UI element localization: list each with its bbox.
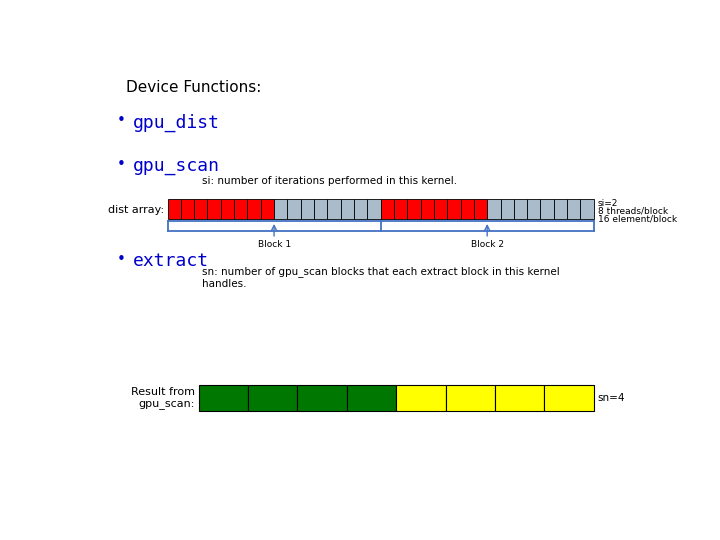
Bar [261,199,274,219]
Bar [446,385,495,411]
Bar [181,199,194,219]
Bar [567,199,580,219]
Text: extract: extract [132,252,209,270]
Text: si=2: si=2 [598,199,618,208]
Text: •: • [117,157,126,172]
Bar [434,199,447,219]
Bar [381,199,394,219]
Bar [221,199,234,219]
Text: 8 threads/block: 8 threads/block [598,206,667,215]
Bar [274,199,287,219]
Text: Device Functions:: Device Functions: [127,80,262,95]
Bar [500,199,514,219]
Bar [447,199,461,219]
Bar [394,199,408,219]
Text: Result from
gpu_scan:: Result from gpu_scan: [130,387,194,409]
Bar [194,199,207,219]
Text: Block 2: Block 2 [471,240,504,249]
Bar [354,199,367,219]
Bar [541,199,554,219]
Bar [408,199,420,219]
Bar [328,199,341,219]
Bar [554,199,567,219]
Bar [297,385,347,411]
Bar [514,199,527,219]
Bar [248,385,297,411]
Bar [301,199,314,219]
Text: dist array:: dist array: [107,205,163,214]
Text: gpu_scan: gpu_scan [132,157,220,175]
Bar [495,385,544,411]
Bar [474,199,487,219]
Bar [396,385,446,411]
Bar [199,385,248,411]
Text: sn: number of gpu_scan blocks that each extract block in this kernel
handles.: sn: number of gpu_scan blocks that each … [202,267,560,289]
Bar [367,199,381,219]
Bar [341,199,354,219]
Bar [248,199,261,219]
Bar [234,199,248,219]
Bar [287,199,301,219]
Text: sn=4: sn=4 [598,393,625,403]
Text: 16 element/block: 16 element/block [598,214,677,223]
Bar [168,199,181,219]
Text: •: • [117,252,126,267]
Bar [580,199,594,219]
Text: •: • [117,113,126,129]
Text: si: number of iterations performed in this kernel.: si: number of iterations performed in th… [202,176,457,186]
Bar [347,385,396,411]
Bar [207,199,221,219]
Bar [527,199,541,219]
Bar [461,199,474,219]
Bar [487,199,500,219]
Text: Block 1: Block 1 [258,240,291,249]
Bar [314,199,328,219]
Bar [544,385,594,411]
Bar [420,199,434,219]
Text: gpu_dist: gpu_dist [132,113,220,132]
